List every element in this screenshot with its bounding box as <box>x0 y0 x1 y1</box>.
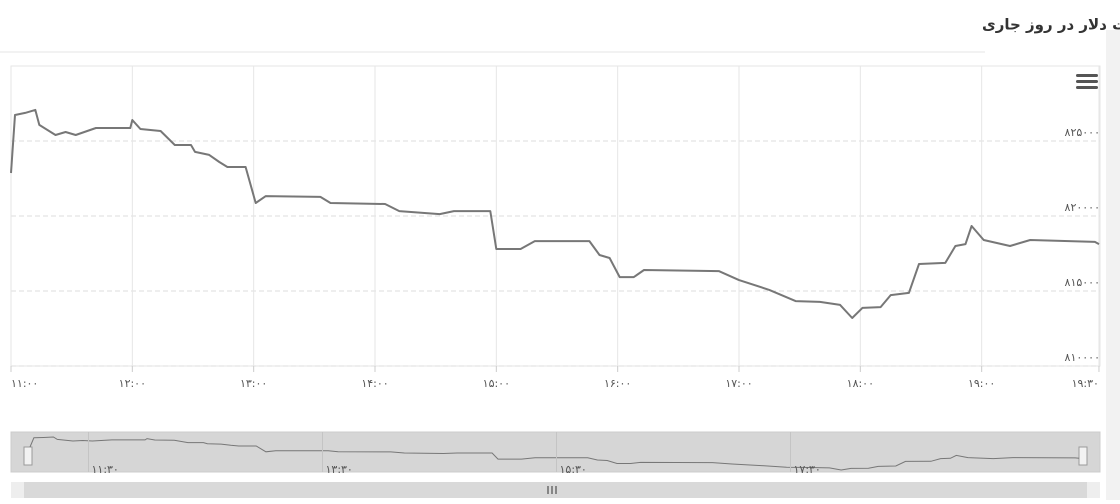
navigator-handle[interactable] <box>23 446 33 466</box>
x-tick-label: ۱۹:۰۰ <box>968 377 995 390</box>
navigator-tick-label: ۱۱:۳۰ <box>92 463 119 476</box>
x-tick-label: ۱۶:۰۰ <box>604 377 631 390</box>
menu-bar <box>1076 74 1098 77</box>
price-line <box>10 108 1100 319</box>
menu-button[interactable] <box>1076 74 1098 89</box>
chart-title: قیمت دلار در روز جاری <box>982 16 1120 34</box>
scrollbar-grip <box>547 486 557 494</box>
navigator-handle[interactable] <box>1078 446 1088 466</box>
x-tick-label: ۱۴:۰۰ <box>361 377 388 390</box>
x-tick-label: ۱۵:۰۰ <box>483 377 510 390</box>
y-tick-label: ۸۱۰۰۰۰ <box>1065 351 1100 364</box>
y-tick-label: ۸۱۵۰۰۰ <box>1065 276 1100 289</box>
navigator-tick-label: ۱۷:۳۰ <box>794 463 821 476</box>
x-tick-label: ۱۳:۰۰ <box>240 377 267 390</box>
x-tick-label: ۱۸:۰۰ <box>847 377 874 390</box>
x-tick-label: ۱۹:۳۰ <box>1072 377 1099 390</box>
x-tick-label: ۱۷:۰۰ <box>725 377 752 390</box>
x-tick-label: ۱۲:۰۰ <box>119 377 146 390</box>
y-tick-label: ۸۲۰۰۰۰ <box>1065 201 1100 214</box>
menu-bar <box>1076 86 1098 89</box>
navigator-mask <box>10 431 1101 473</box>
navigator-line <box>29 436 1080 471</box>
side-scroll <box>1106 30 1120 500</box>
navigator-tick-label: ۱۵:۳۰ <box>560 463 587 476</box>
y-tick-label: ۸۲۵۰۰۰ <box>1065 126 1100 139</box>
navigator-tick-label: ۱۳:۳۰ <box>326 463 353 476</box>
x-tick-label: ۱۱:۰۰ <box>11 377 38 390</box>
menu-bar <box>1076 80 1098 83</box>
